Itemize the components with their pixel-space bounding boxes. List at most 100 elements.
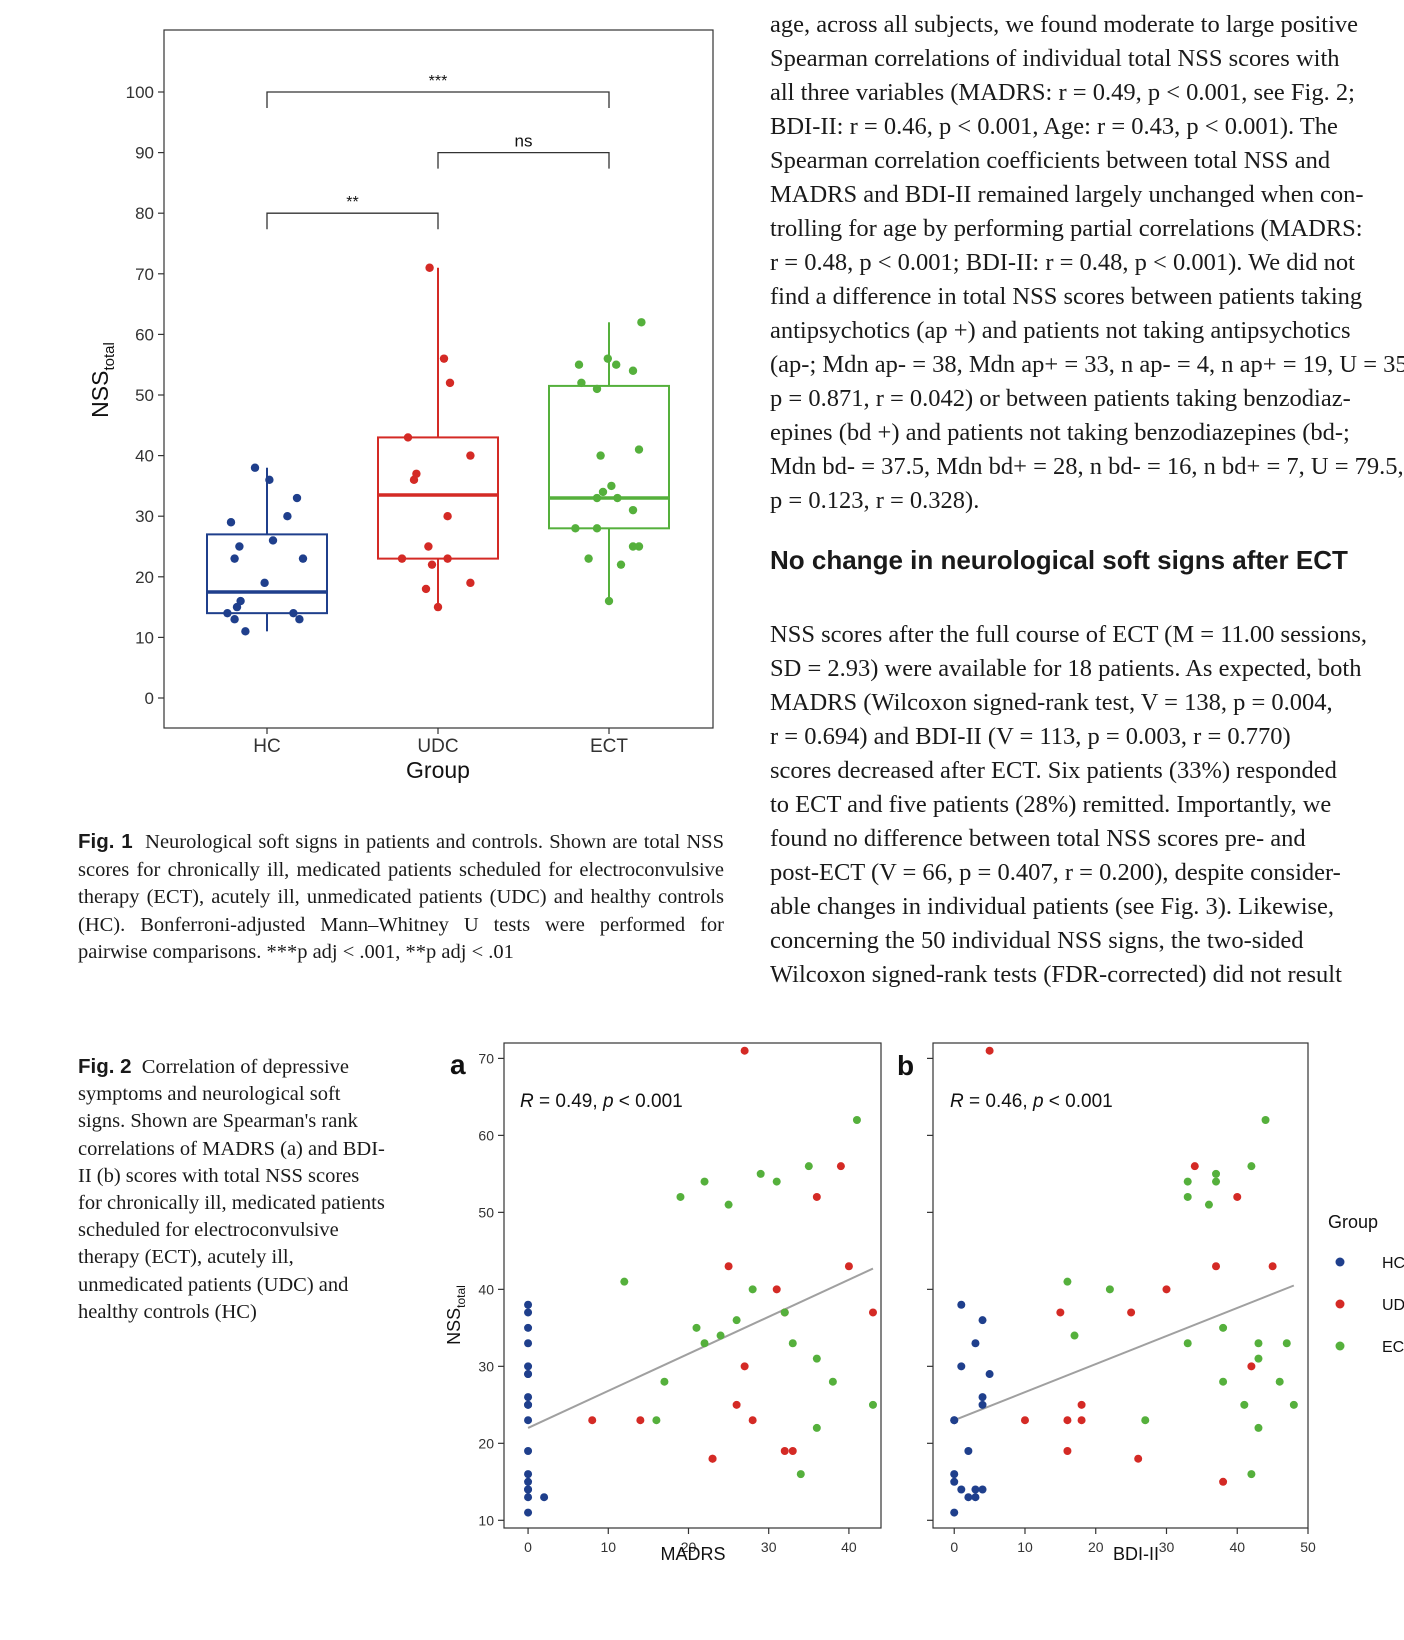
data-point xyxy=(592,493,602,503)
y-tick-label: 40 xyxy=(135,447,154,466)
y-tick-label: 60 xyxy=(135,325,154,344)
data-point xyxy=(466,578,475,588)
data-point xyxy=(236,596,245,606)
data-point xyxy=(636,1416,645,1425)
data-point xyxy=(604,596,614,606)
data-point xyxy=(1141,1416,1150,1425)
data-point xyxy=(780,1308,789,1317)
data-point xyxy=(1183,1192,1192,1201)
data-point xyxy=(836,1162,845,1171)
data-point xyxy=(260,578,269,588)
body-text-line: post-ECT (V = 66, p = 0.407, r = 0.200),… xyxy=(770,859,1341,886)
data-point xyxy=(588,1416,597,1425)
data-point xyxy=(1190,1162,1199,1171)
x-tick-label: 30 xyxy=(761,1539,777,1555)
data-point xyxy=(1212,1262,1221,1271)
data-point xyxy=(577,378,586,388)
data-point xyxy=(613,493,622,503)
fig2-caption-label: Fig. 2 xyxy=(78,1055,132,1078)
data-point xyxy=(524,1416,533,1425)
data-point xyxy=(1268,1262,1277,1271)
data-point xyxy=(1212,1177,1221,1186)
data-point xyxy=(756,1169,765,1178)
data-point xyxy=(230,554,239,563)
fig1-caption-title: Neurological soft signs in patients and … xyxy=(145,831,543,853)
data-point xyxy=(1183,1177,1192,1186)
data-point xyxy=(596,451,605,460)
body-text-line: antipsychotics (ap +) and patients not t… xyxy=(770,317,1351,344)
x-tick-label: 30 xyxy=(1159,1539,1175,1555)
x-tick-label: ECT xyxy=(590,736,628,757)
body-text-line: Spearman correlations of individual tota… xyxy=(770,45,1340,72)
data-point xyxy=(524,1447,533,1456)
data-point xyxy=(524,1300,533,1309)
body-text-line: p = 0.123, r = 0.328). xyxy=(770,487,980,514)
data-point xyxy=(409,475,419,485)
x-tick-label: 20 xyxy=(1088,1539,1104,1555)
data-point xyxy=(524,1362,533,1371)
data-point xyxy=(950,1470,959,1479)
data-point xyxy=(1063,1447,1072,1456)
data-point xyxy=(964,1493,973,1502)
data-point xyxy=(524,1508,533,1517)
comparison-bracket xyxy=(266,212,439,230)
data-point xyxy=(445,378,455,388)
data-point xyxy=(978,1393,987,1402)
data-point xyxy=(571,524,580,533)
data-point xyxy=(424,542,433,551)
y-tick-label: 0 xyxy=(145,689,154,708)
data-point xyxy=(1063,1416,1072,1425)
data-point xyxy=(232,602,242,612)
data-point xyxy=(868,1308,877,1317)
y-tick-label: 20 xyxy=(478,1435,494,1451)
body-text-line: p = 0.871, r = 0.042) or between patient… xyxy=(770,385,1351,412)
data-point xyxy=(950,1477,959,1486)
data-point xyxy=(964,1447,973,1456)
data-point xyxy=(700,1339,709,1348)
fig1-ylabel: NSStotal xyxy=(87,342,118,418)
data-point xyxy=(868,1400,877,1409)
data-point xyxy=(226,518,236,527)
box-udc xyxy=(377,436,499,560)
data-point xyxy=(1077,1400,1086,1409)
x-tick-label: HC xyxy=(253,736,280,757)
data-point xyxy=(812,1192,821,1201)
data-point xyxy=(1254,1354,1263,1363)
data-point xyxy=(637,318,646,327)
x-tick-label: 0 xyxy=(950,1539,958,1555)
x-tick-label: 50 xyxy=(1300,1539,1316,1555)
data-point xyxy=(628,542,638,551)
data-point xyxy=(788,1339,797,1348)
data-point xyxy=(289,608,298,618)
data-point xyxy=(971,1493,980,1502)
data-point xyxy=(812,1423,821,1432)
data-point xyxy=(592,384,602,394)
body-text-line: MADRS and BDI-II remained largely unchan… xyxy=(770,181,1364,208)
data-point xyxy=(1219,1377,1228,1386)
fig2-annotation-b: R = 0.46, p < 0.001 xyxy=(950,1091,1113,1112)
data-point xyxy=(724,1200,733,1209)
legend-title: Group xyxy=(1328,1212,1378,1232)
data-point xyxy=(265,475,274,485)
body-text-line: all three variables (MADRS: r = 0.49, p … xyxy=(770,79,1355,106)
data-point xyxy=(978,1316,987,1325)
data-point xyxy=(283,512,292,521)
legend-marker-hc xyxy=(1335,1257,1345,1267)
data-point xyxy=(1212,1169,1221,1178)
fig2-panel-a-label: a xyxy=(450,1049,466,1080)
body-text-line: epines (bd +) and patients not taking be… xyxy=(770,419,1350,446)
comparison-bracket xyxy=(266,91,610,108)
data-point xyxy=(620,1277,629,1286)
data-point xyxy=(950,1416,959,1425)
data-point xyxy=(1261,1115,1270,1124)
data-point xyxy=(978,1485,987,1494)
data-point xyxy=(524,1393,533,1402)
data-point xyxy=(971,1339,980,1348)
fig2-ylabel: NSStotal xyxy=(444,1285,468,1345)
data-point xyxy=(716,1331,725,1340)
comparison-label: ** xyxy=(346,194,358,211)
data-point xyxy=(852,1115,861,1124)
data-point xyxy=(1233,1192,1242,1201)
legend-marker-udc xyxy=(1335,1299,1345,1309)
fig1-caption-text: Shown are total NSS scores for chronical… xyxy=(78,831,724,963)
